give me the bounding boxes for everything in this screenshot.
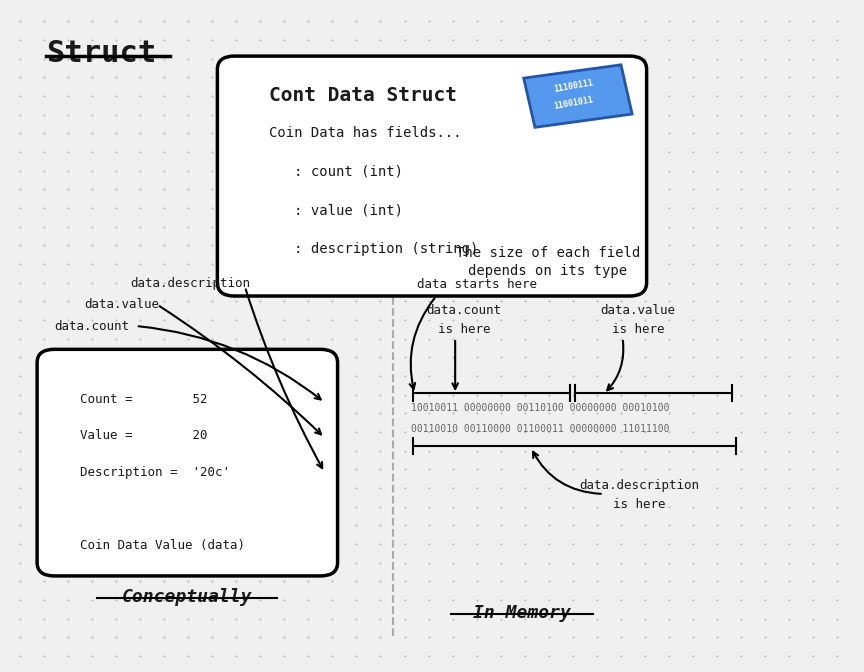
Text: is here: is here	[612, 323, 664, 336]
Polygon shape	[524, 65, 632, 128]
Text: data.value: data.value	[600, 304, 676, 317]
FancyBboxPatch shape	[218, 56, 646, 296]
Text: Value =        20: Value = 20	[80, 429, 207, 442]
Text: In Memory: In Memory	[473, 604, 571, 622]
Text: Struct: Struct	[46, 40, 156, 69]
Text: Conceptually: Conceptually	[122, 588, 252, 606]
Text: data.count: data.count	[426, 304, 501, 317]
Text: 11001011: 11001011	[553, 95, 594, 111]
Text: 10010011 00000000 00110100 00000000 00010100: 10010011 00000000 00110100 00000000 0001…	[410, 403, 669, 413]
Text: Count =        52: Count = 52	[80, 392, 207, 406]
Text: data.description: data.description	[580, 479, 700, 493]
Text: Coin Data has fields...: Coin Data has fields...	[269, 126, 461, 140]
Text: : description (string): : description (string)	[269, 242, 479, 256]
Text: : count (int): : count (int)	[269, 165, 403, 179]
Text: : value (int): : value (int)	[269, 204, 403, 217]
Text: data.value: data.value	[85, 298, 159, 311]
FancyBboxPatch shape	[37, 349, 338, 576]
Text: data starts here: data starts here	[417, 278, 537, 290]
Text: data.count: data.count	[54, 319, 130, 333]
Text: is here: is here	[613, 498, 666, 511]
Text: depends on its type: depends on its type	[468, 264, 627, 278]
Text: is here: is here	[437, 323, 490, 336]
Text: Cont Data Struct: Cont Data Struct	[269, 86, 457, 105]
Text: data.description: data.description	[130, 277, 250, 290]
Text: 11100111: 11100111	[553, 78, 594, 94]
Text: 00110010 00110000 01100011 00000000 11011100: 00110010 00110000 01100011 00000000 1101…	[410, 424, 669, 434]
Text: Description =  '20c': Description = '20c'	[80, 466, 230, 479]
Text: The size of each field: The size of each field	[456, 246, 640, 259]
Text: Coin Data Value (data): Coin Data Value (data)	[80, 539, 245, 552]
